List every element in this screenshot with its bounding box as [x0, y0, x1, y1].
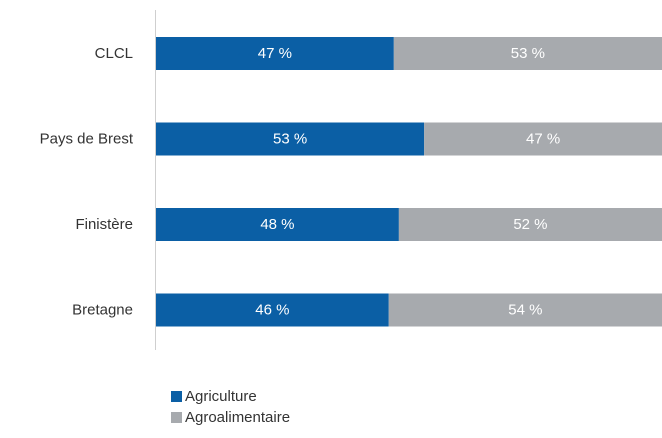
bar-agriculture-pays-de-brest: [156, 122, 425, 156]
category-label-bretagne: Bretagne: [72, 302, 133, 319]
bar-agriculture-finistere: [156, 208, 399, 241]
category-label-clcl: CLCL: [95, 45, 133, 62]
bar-agroalimentaire-pays-de-brest: [424, 122, 662, 156]
bars-group: CLCL 47 % 53 % Pays de Brest 53 % 47 % Finistè…: [40, 37, 662, 327]
bar-agroalimentaire-finistere: [398, 208, 662, 241]
data-label-agriculture-clcl: 47 %: [258, 45, 292, 62]
bar-agriculture-bretagne: [156, 293, 389, 327]
bar-agroalimentaire-bretagne: [388, 293, 662, 327]
legend-swatch-agroalimentaire: [171, 412, 182, 423]
legend-label-agriculture: Agriculture: [185, 388, 257, 405]
legend-label-agroalimentaire: Agroalimentaire: [185, 409, 291, 426]
legend-swatch-agriculture: [171, 391, 182, 402]
data-label-agroalimentaire-clcl: 53 %: [511, 45, 545, 62]
data-label-agriculture-finistere: 48 %: [260, 216, 294, 233]
legend-item-agroalimentaire: Agroalimentaire: [171, 407, 290, 428]
legend: Agriculture Agroalimentaire: [171, 386, 290, 428]
category-label-pays-de-brest: Pays de Brest: [40, 131, 134, 148]
data-label-agroalimentaire-bretagne: 54 %: [508, 302, 542, 319]
bar-agroalimentaire-clcl: [393, 37, 662, 70]
legend-item-agriculture: Agriculture: [171, 386, 290, 407]
data-label-agroalimentaire-finistere: 52 %: [513, 216, 547, 233]
data-label-agriculture-bretagne: 46 %: [255, 302, 289, 319]
data-label-agroalimentaire-pays-de-brest: 47 %: [526, 131, 560, 148]
data-label-agriculture-pays-de-brest: 53 %: [273, 131, 307, 148]
category-label-finistere: Finistère: [75, 216, 133, 233]
bar-agriculture-clcl: [156, 37, 394, 70]
